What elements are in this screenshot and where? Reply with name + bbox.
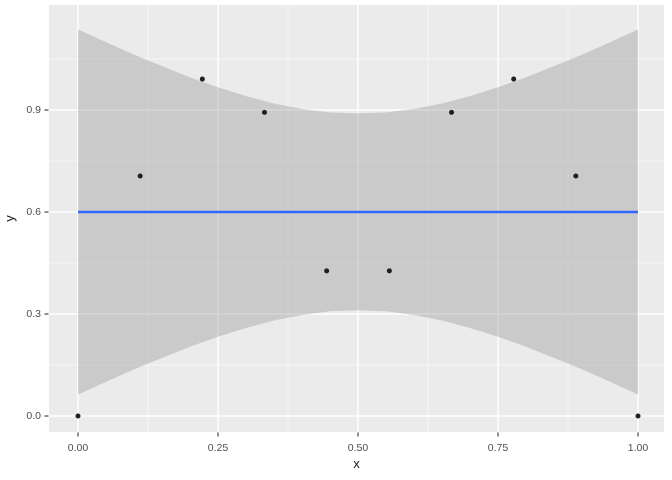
data-point (573, 173, 579, 179)
x-tick-label: 1.00 (627, 442, 649, 454)
x-tick-label: 0.75 (487, 442, 509, 454)
data-point (324, 268, 330, 274)
y-tick-label: 0.6 (26, 206, 41, 218)
x-tick-label: 0.50 (347, 442, 369, 454)
data-point (386, 268, 392, 274)
y-tick-label: 0.9 (26, 103, 41, 116)
data-point (137, 173, 143, 179)
panel-background (49, 5, 664, 432)
data-point (511, 76, 517, 82)
data-point (635, 413, 641, 419)
data-point (75, 413, 81, 419)
x-tick-label: 0.00 (67, 442, 89, 454)
data-point (261, 109, 267, 115)
x-axis-title: x (353, 456, 360, 471)
y-tick-label: 0.0 (26, 410, 41, 423)
y-tick-label: 0.3 (26, 308, 41, 320)
data-point (199, 76, 205, 82)
x-tick-label: 0.25 (207, 442, 229, 454)
data-point (449, 109, 455, 115)
